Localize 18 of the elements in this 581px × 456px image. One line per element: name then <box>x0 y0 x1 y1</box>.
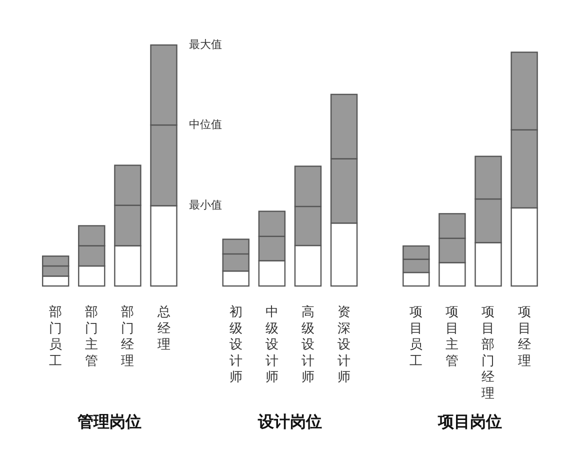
annotation: 最大值 <box>188 38 222 51</box>
x-tick-label: 项目员工 <box>410 305 423 369</box>
x-tick-label: 项目主管 <box>446 305 459 369</box>
x-tick-label: 项目经理 <box>518 305 531 369</box>
text: 项目岗位 <box>437 412 502 431</box>
text: 设计岗位 <box>256 412 322 431</box>
x-tick-label: 总经理 <box>156 305 170 353</box>
x-tick-label: 资深设计师 <box>338 305 351 386</box>
text: 管理岗位 <box>76 412 142 431</box>
x-tick-label: 部门经理 <box>121 305 134 369</box>
x-tick-label: 部门主管 <box>85 305 98 369</box>
x-tick-label: 部门员工 <box>49 305 62 369</box>
x-tick-label: 高级设计师 <box>301 304 314 386</box>
annotation: 中位值 <box>188 118 222 131</box>
annotation: 最小值 <box>188 198 222 212</box>
x-tick-label: 初级设计师 <box>229 305 242 386</box>
x-tick-label: 中级设计师 <box>265 305 278 386</box>
x-tick-label: 项目部门经理 <box>482 305 495 402</box>
